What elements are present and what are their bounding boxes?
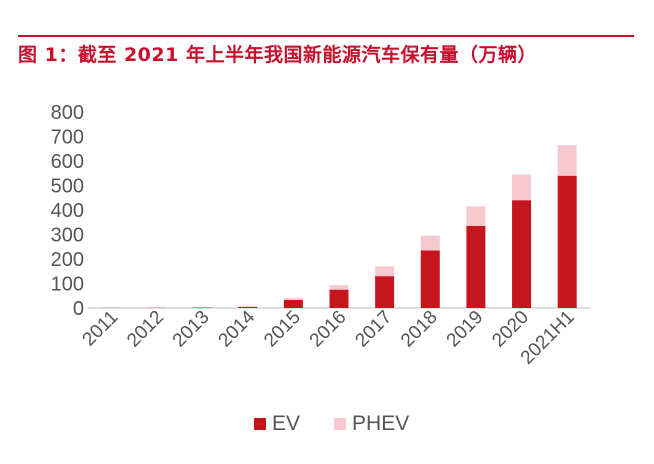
x-tick-label: 2017 <box>351 307 396 352</box>
bar-phev-2014 <box>238 306 258 308</box>
x-tick-label: 2013 <box>169 307 214 352</box>
chart-title: 图 1：截至 2021 年上半年我国新能源汽车保有量（万辆） <box>18 44 537 66</box>
y-tick-label: 600 <box>51 151 84 173</box>
y-tick-label: 0 <box>73 298 84 320</box>
x-tick-label: 2015 <box>260 307 305 352</box>
bar-ev-2019 <box>466 225 486 308</box>
legend-item-phev: PHEV <box>334 412 409 436</box>
x-tick-label: 2014 <box>215 306 260 351</box>
x-tick-label: 2011 <box>79 307 123 351</box>
bar-ev-2016 <box>329 289 349 308</box>
y-tick-label: 100 <box>51 274 84 296</box>
bar-phev-2018 <box>420 235 440 251</box>
y-tick-label: 800 <box>51 102 84 124</box>
bars <box>101 145 577 308</box>
legend-label-phev: PHEV <box>352 412 410 435</box>
y-tick-label: 400 <box>51 200 84 222</box>
bar-phev-2019 <box>466 206 486 226</box>
bar-phev-2020 <box>512 174 532 201</box>
y-tick-label: 500 <box>51 176 84 198</box>
legend-item-ev: EV <box>254 412 300 436</box>
legend-label-ev: EV <box>272 412 301 435</box>
x-tick-label: 2018 <box>397 307 442 352</box>
bar-ev-2015 <box>283 299 303 308</box>
x-tick-label: 2019 <box>443 307 488 352</box>
bar-ev-2014 <box>238 307 258 308</box>
bar-ev-2020 <box>512 200 532 308</box>
x-tick-label: 2016 <box>306 307 351 352</box>
legend-swatch-ev <box>254 418 266 430</box>
bar-ev-2018 <box>420 250 440 308</box>
y-tick-label: 200 <box>51 249 84 271</box>
bar-phev-2016 <box>329 285 349 290</box>
bar-phev-2015 <box>283 298 303 300</box>
y-tick-label: 700 <box>51 127 84 149</box>
y-tick-label: 300 <box>51 225 84 247</box>
x-axis-labels: 2011 2012 2013 2014 2015 2016 2017 2018 2019 2020… <box>79 306 579 368</box>
legend-swatch-phev <box>334 418 347 430</box>
x-tick-label: 2012 <box>123 307 168 352</box>
bar-phev-2017 <box>375 266 395 277</box>
bar-ev-2017 <box>375 276 395 308</box>
bar-phev-2021h1 <box>557 145 577 176</box>
legend: EV PHEV <box>254 410 443 438</box>
bar-ev-2021h1 <box>557 175 577 308</box>
title-rule <box>18 35 634 37</box>
